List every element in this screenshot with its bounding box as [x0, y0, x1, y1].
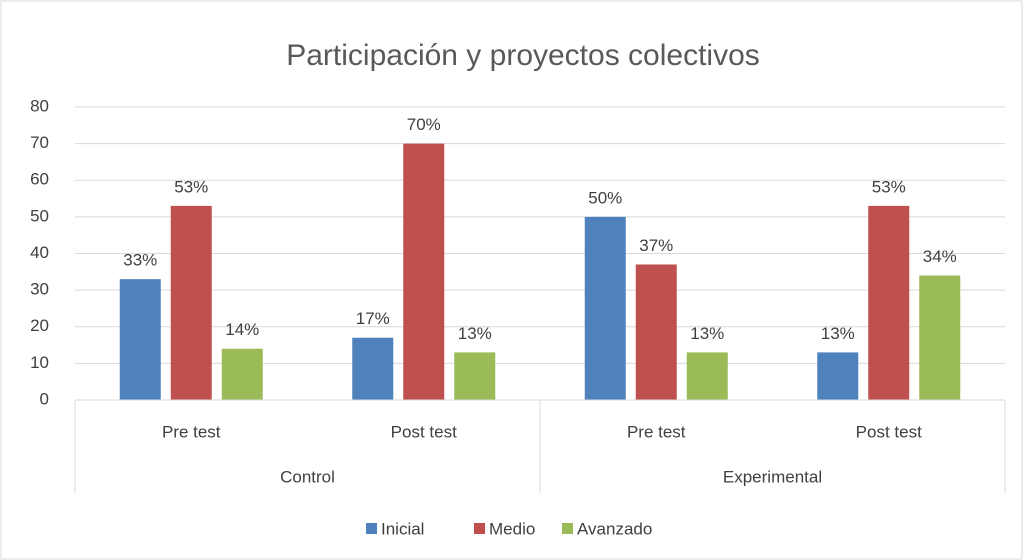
- legend-swatch: [366, 523, 377, 534]
- data-label: 70%: [407, 115, 441, 134]
- chart-title: Participación y proyectos colectivos: [286, 39, 760, 72]
- data-label: 53%: [872, 177, 906, 196]
- bar: [352, 337, 394, 400]
- data-label: 50%: [588, 188, 622, 207]
- bar: [119, 279, 161, 400]
- legend-label: Inicial: [381, 519, 424, 538]
- data-label: 13%: [458, 324, 492, 343]
- group-label: Experimental: [723, 467, 822, 486]
- legend-label: Medio: [489, 519, 535, 538]
- y-tick-label: 70: [30, 133, 49, 152]
- legend-swatch: [474, 523, 485, 534]
- data-label: 17%: [356, 309, 390, 328]
- legend-label: Avanzado: [577, 519, 652, 538]
- bar: [170, 205, 212, 400]
- y-tick-label: 60: [30, 170, 49, 189]
- data-label: 53%: [174, 177, 208, 196]
- y-tick-label: 50: [30, 206, 49, 225]
- data-label: 33%: [123, 251, 157, 270]
- x-tick-label: Pre test: [627, 422, 686, 441]
- y-tick-label: 0: [40, 389, 49, 408]
- bar: [686, 352, 728, 400]
- y-tick-label: 30: [30, 280, 49, 299]
- bar: [868, 205, 910, 400]
- data-label: 37%: [639, 236, 673, 255]
- bar: [635, 264, 677, 400]
- group-label: Control: [280, 467, 335, 486]
- bar: [817, 352, 859, 400]
- y-tick-label: 10: [30, 353, 49, 372]
- bar: [454, 352, 496, 400]
- bar: [221, 348, 263, 400]
- x-tick-label: Pre test: [162, 422, 221, 441]
- x-tick-label: Post test: [856, 422, 922, 441]
- legend-swatch: [562, 523, 573, 534]
- x-tick-label: Post test: [391, 422, 457, 441]
- y-tick-label: 20: [30, 316, 49, 335]
- bar: [403, 143, 445, 400]
- data-label: 13%: [821, 324, 855, 343]
- y-tick-label: 40: [30, 243, 49, 262]
- data-label: 34%: [923, 247, 957, 266]
- bar: [584, 216, 626, 400]
- data-label: 14%: [225, 320, 259, 339]
- bar: [919, 275, 961, 400]
- y-tick-label: 80: [30, 96, 49, 115]
- data-label: 13%: [690, 324, 724, 343]
